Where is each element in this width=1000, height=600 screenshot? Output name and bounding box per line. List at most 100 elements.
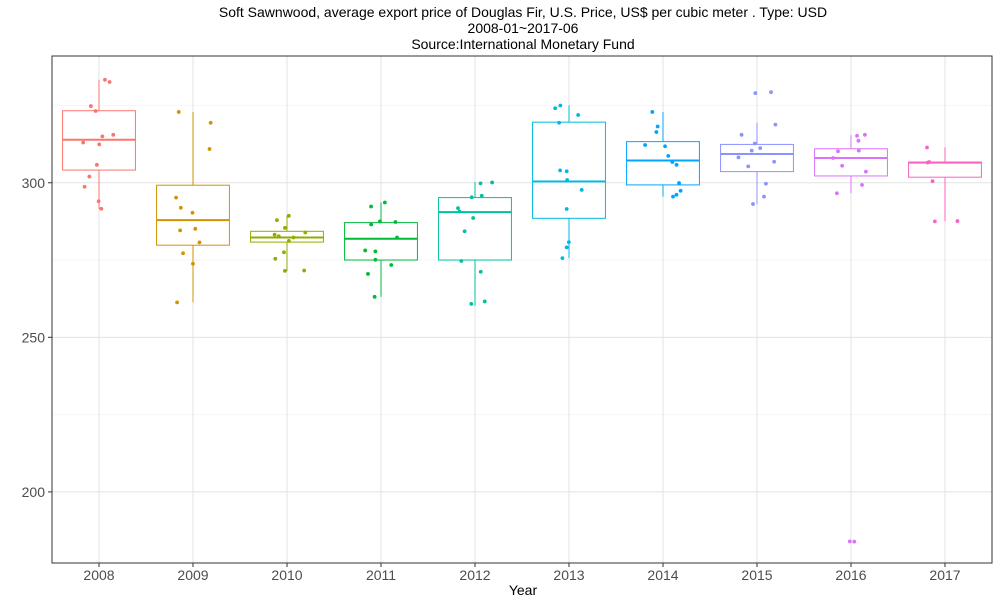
- x-tick-label-2012: 2012: [459, 567, 490, 583]
- data-point-2009: [191, 261, 195, 266]
- data-point-2009: [208, 120, 213, 125]
- data-point-2009: [174, 195, 178, 200]
- point-layer: [81, 77, 960, 544]
- box-iqr: [438, 197, 512, 261]
- data-point-2016: [836, 149, 840, 154]
- data-point-2008: [94, 162, 99, 167]
- data-point-2012: [457, 209, 462, 214]
- data-point-2009: [181, 251, 185, 256]
- data-point-2009: [176, 110, 181, 114]
- data-point-2016: [862, 132, 867, 137]
- x-tick-label-2015: 2015: [741, 567, 772, 583]
- box-2015: [720, 122, 794, 205]
- data-point-2009: [190, 210, 195, 215]
- box-2013: [532, 105, 606, 259]
- box-2011: [344, 202, 418, 297]
- data-point-2013: [576, 113, 581, 117]
- data-point-2016: [840, 163, 845, 168]
- data-point-2011: [377, 219, 382, 224]
- data-point-2012: [490, 180, 495, 185]
- data-point-2013: [560, 256, 565, 261]
- data-point-2008: [111, 132, 116, 137]
- data-point-2014: [663, 144, 667, 149]
- box-2014: [626, 111, 700, 197]
- chart-source: Source:International Monetary Fund: [411, 36, 635, 52]
- x-tick-label-2010: 2010: [271, 567, 302, 583]
- data-point-2015: [772, 159, 777, 164]
- data-point-2011: [366, 272, 370, 276]
- data-point-2015: [753, 91, 758, 95]
- data-point-2009: [207, 147, 212, 151]
- box-2017: [908, 147, 982, 222]
- data-point-2011: [373, 257, 378, 262]
- data-point-2014: [678, 188, 683, 193]
- box-2009: [156, 111, 230, 303]
- data-point-2014: [643, 143, 648, 147]
- data-point-2009: [175, 300, 179, 305]
- data-point-2012: [469, 302, 474, 306]
- data-point-2015: [746, 164, 751, 169]
- data-point-2014: [674, 162, 679, 167]
- data-point-2016: [860, 183, 864, 187]
- data-point-2017: [925, 145, 929, 150]
- data-point-2011: [395, 235, 399, 240]
- data-point-2015: [752, 141, 757, 146]
- data-point-2016: [835, 191, 839, 196]
- data-point-2008: [81, 140, 86, 145]
- y-tick-label: 200: [22, 484, 46, 500]
- data-point-2013: [557, 120, 561, 125]
- data-point-2014: [670, 160, 675, 164]
- data-point-2017: [930, 179, 935, 184]
- data-point-2015: [751, 202, 755, 206]
- data-point-2015: [758, 146, 763, 151]
- data-point-2012: [456, 206, 460, 211]
- data-point-2011: [382, 200, 387, 205]
- x-tick-label-2008: 2008: [83, 567, 114, 583]
- box-iqr: [720, 143, 794, 173]
- data-point-2010: [276, 234, 281, 239]
- data-point-2017: [927, 160, 932, 164]
- data-point-2015: [749, 148, 754, 153]
- x-tick-label-2017: 2017: [929, 567, 960, 583]
- box-layer: [62, 79, 982, 306]
- data-point-2012: [469, 195, 474, 200]
- chart-title-block: Soft Sawnwood, average export price of D…: [0, 4, 1000, 52]
- box-2010: [250, 215, 324, 271]
- data-point-2011: [373, 249, 378, 254]
- data-point-2012: [462, 229, 467, 234]
- data-point-2012: [471, 216, 476, 220]
- box-iqr: [814, 148, 888, 177]
- x-axis-title: Year: [509, 582, 538, 598]
- data-point-2013: [565, 178, 570, 182]
- data-point-2008: [107, 80, 112, 84]
- data-point-2016: [852, 539, 857, 544]
- data-point-2009: [197, 240, 202, 245]
- data-point-2008: [93, 109, 98, 113]
- data-point-2013: [566, 240, 571, 245]
- data-point-2016: [847, 539, 852, 544]
- box-iqr: [156, 184, 230, 246]
- data-point-2011: [372, 294, 377, 299]
- data-point-2013: [579, 187, 584, 192]
- box-2016: [814, 135, 888, 194]
- data-point-2013: [564, 207, 569, 211]
- data-point-2008: [97, 142, 102, 147]
- box-iqr: [344, 222, 418, 261]
- y-tick-label: 300: [22, 175, 46, 191]
- data-point-2010: [302, 268, 307, 273]
- data-point-2011: [393, 220, 398, 224]
- data-point-2011: [369, 204, 373, 209]
- data-point-2015: [764, 181, 768, 186]
- data-point-2016: [855, 133, 859, 138]
- box-iqr: [908, 161, 982, 178]
- x-tick-label-2009: 2009: [177, 567, 208, 583]
- data-point-2008: [103, 77, 107, 82]
- y-tick-label: 250: [22, 329, 46, 345]
- data-point-2016: [863, 169, 868, 174]
- data-point-2015: [769, 90, 773, 95]
- data-point-2013: [564, 169, 569, 174]
- data-point-2015: [736, 155, 741, 160]
- data-point-2010: [303, 230, 308, 235]
- data-point-2014: [671, 194, 675, 199]
